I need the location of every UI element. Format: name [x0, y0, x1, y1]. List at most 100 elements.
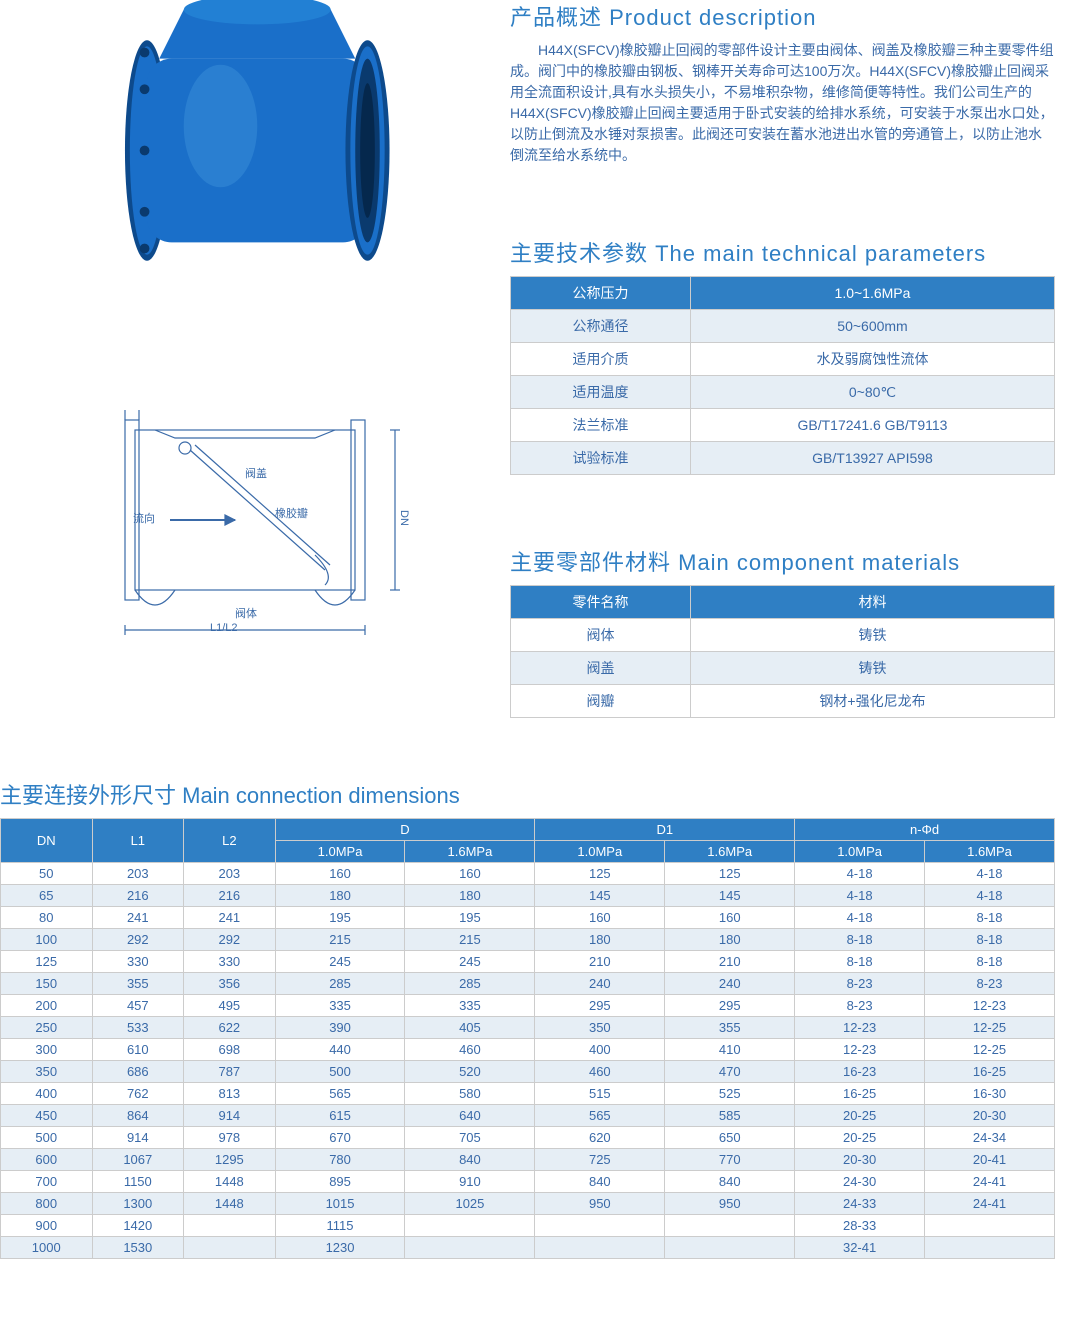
dim-cell: 565	[275, 1083, 405, 1105]
dim-cell: 8-23	[795, 995, 925, 1017]
diagram-label-flow: 流向	[133, 510, 155, 526]
material-cell: 铸铁	[691, 619, 1055, 652]
dim-cell: 440	[275, 1039, 405, 1061]
dim-cell: 16-25	[795, 1083, 925, 1105]
dim-cell	[925, 1215, 1055, 1237]
dim-cell: 16-30	[925, 1083, 1055, 1105]
dim-cell: 895	[275, 1171, 405, 1193]
dim-cell: 12-23	[795, 1039, 925, 1061]
dim-cell	[184, 1215, 276, 1237]
dim-cell: 1530	[92, 1237, 184, 1259]
dim-cell: 770	[665, 1149, 795, 1171]
dim-cell: 8-18	[925, 907, 1055, 929]
dim-cell: 145	[665, 885, 795, 907]
dim-cell: 20-30	[795, 1149, 925, 1171]
dim-cell	[405, 1237, 535, 1259]
dim-cell: 355	[92, 973, 184, 995]
dim-cell: 215	[405, 929, 535, 951]
dim-header: n-Φd	[795, 819, 1055, 841]
dim-cell: 241	[184, 907, 276, 929]
dim-cell: 400	[1, 1083, 93, 1105]
dim-cell: 250	[1, 1017, 93, 1039]
dim-cell: 350	[1, 1061, 93, 1083]
dim-cell: 12-23	[925, 995, 1055, 1017]
dim-cell: 500	[275, 1061, 405, 1083]
right-column: 产品概述 Product description H44X(SFCV)橡胶瓣止回…	[510, 0, 1055, 718]
dim-cell: 100	[1, 929, 93, 951]
dim-cell: 180	[535, 929, 665, 951]
dim-cell: 8-18	[925, 951, 1055, 973]
dim-subheader: 1.6MPa	[405, 841, 535, 863]
diagram-label-cover: 阀盖	[245, 465, 267, 481]
param-value: GB/T17241.6 GB/T9113	[691, 409, 1055, 442]
dim-cell: 50	[1, 863, 93, 885]
dim-cell: 80	[1, 907, 93, 929]
technical-diagram: 阀盖 橡胶瓣 流向 阀体 L1/L2 DN	[0, 380, 490, 660]
dim-cell: 1448	[184, 1193, 276, 1215]
dim-cell: 910	[405, 1171, 535, 1193]
dim-cell: 20-41	[925, 1149, 1055, 1171]
valve-illustration	[0, 0, 490, 322]
dim-header: D	[275, 819, 535, 841]
dim-cell: 405	[405, 1017, 535, 1039]
dim-cell: 160	[405, 863, 535, 885]
dim-cell: 200	[1, 995, 93, 1017]
dim-cell: 8-18	[795, 951, 925, 973]
dim-cell: 840	[665, 1171, 795, 1193]
dim-cell: 125	[1, 951, 93, 973]
material-cell: 阀盖	[511, 652, 691, 685]
dim-cell: 950	[535, 1193, 665, 1215]
dim-cell: 16-25	[925, 1061, 1055, 1083]
dim-cell: 520	[405, 1061, 535, 1083]
dim-subheader: 1.0MPa	[795, 841, 925, 863]
dim-cell: 1067	[92, 1149, 184, 1171]
dim-cell: 515	[535, 1083, 665, 1105]
dim-cell: 640	[405, 1105, 535, 1127]
dim-cell: 914	[92, 1127, 184, 1149]
dim-cell: 125	[535, 863, 665, 885]
dim-cell: 864	[92, 1105, 184, 1127]
param-label: 法兰标准	[511, 409, 691, 442]
dim-cell: 495	[184, 995, 276, 1017]
dim-cell: 615	[275, 1105, 405, 1127]
dim-cell: 350	[535, 1017, 665, 1039]
dim-cell: 160	[665, 907, 795, 929]
dim-cell: 12-23	[795, 1017, 925, 1039]
dim-cell: 215	[275, 929, 405, 951]
dim-cell	[665, 1237, 795, 1259]
dim-cell: 525	[665, 1083, 795, 1105]
product-desc-title: 产品概述 Product description	[510, 0, 1055, 32]
dim-cell: 160	[535, 907, 665, 929]
dim-cell: 610	[92, 1039, 184, 1061]
dim-cell: 1015	[275, 1193, 405, 1215]
material-cell: 阀瓣	[511, 685, 691, 718]
dim-cell: 180	[405, 885, 535, 907]
dim-cell: 4-18	[795, 885, 925, 907]
dim-cell: 180	[665, 929, 795, 951]
dim-cell: 12-25	[925, 1017, 1055, 1039]
param-label: 公称通径	[511, 310, 691, 343]
dim-cell: 180	[275, 885, 405, 907]
dim-cell: 24-34	[925, 1127, 1055, 1149]
diagram-label-rubber: 橡胶瓣	[275, 505, 308, 521]
dim-cell: 210	[665, 951, 795, 973]
dim-cell	[535, 1237, 665, 1259]
dim-cell: 762	[92, 1083, 184, 1105]
param-label: 试验标准	[511, 442, 691, 475]
dim-cell: 24-41	[925, 1193, 1055, 1215]
param-label: 适用温度	[511, 376, 691, 409]
dim-cell: 565	[535, 1105, 665, 1127]
dim-cell	[925, 1237, 1055, 1259]
dim-cell: 203	[184, 863, 276, 885]
dim-cell: 698	[184, 1039, 276, 1061]
dim-cell: 150	[1, 973, 93, 995]
dim-cell	[535, 1215, 665, 1237]
dim-cell: 840	[405, 1149, 535, 1171]
dim-subheader: 1.6MPa	[925, 841, 1055, 863]
dim-cell: 950	[665, 1193, 795, 1215]
dim-subheader: 1.0MPa	[275, 841, 405, 863]
dim-header: L1	[92, 819, 184, 863]
param-value: 50~600mm	[691, 310, 1055, 343]
dim-header: DN	[1, 819, 93, 863]
dim-cell: 285	[275, 973, 405, 995]
